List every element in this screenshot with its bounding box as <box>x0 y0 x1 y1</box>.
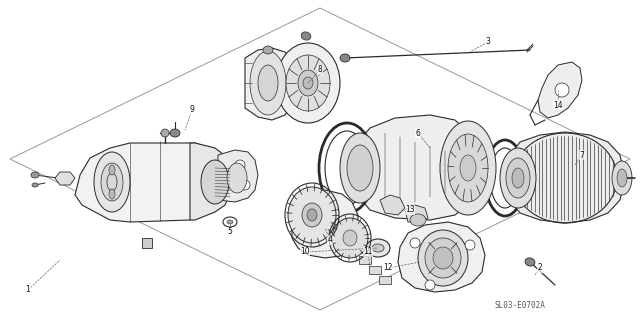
Circle shape <box>410 238 420 248</box>
Ellipse shape <box>32 183 38 187</box>
Ellipse shape <box>448 134 488 202</box>
Polygon shape <box>508 132 625 223</box>
Text: 5: 5 <box>228 227 232 236</box>
Polygon shape <box>75 143 220 222</box>
Circle shape <box>240 180 250 190</box>
Polygon shape <box>398 222 485 292</box>
Text: 8: 8 <box>317 65 323 75</box>
Ellipse shape <box>161 129 169 137</box>
Polygon shape <box>190 143 232 220</box>
Ellipse shape <box>301 32 311 40</box>
Ellipse shape <box>347 145 373 191</box>
Ellipse shape <box>94 152 130 212</box>
Ellipse shape <box>372 244 384 252</box>
Text: 14: 14 <box>553 100 563 109</box>
Ellipse shape <box>109 165 115 175</box>
Ellipse shape <box>410 214 426 226</box>
Polygon shape <box>379 276 391 284</box>
Ellipse shape <box>612 161 632 195</box>
Ellipse shape <box>276 43 340 123</box>
Polygon shape <box>538 62 582 118</box>
Ellipse shape <box>512 168 524 188</box>
Ellipse shape <box>340 133 380 203</box>
Ellipse shape <box>343 230 357 246</box>
Text: 11: 11 <box>364 248 372 256</box>
Ellipse shape <box>258 65 278 101</box>
Ellipse shape <box>170 129 180 137</box>
Ellipse shape <box>286 55 330 111</box>
Text: 7: 7 <box>580 151 584 160</box>
Text: 1: 1 <box>26 286 30 294</box>
Ellipse shape <box>227 220 233 224</box>
Text: 6: 6 <box>415 129 420 137</box>
Circle shape <box>555 83 569 97</box>
Ellipse shape <box>201 160 229 204</box>
Polygon shape <box>369 266 381 274</box>
Ellipse shape <box>307 209 317 221</box>
Polygon shape <box>380 195 405 215</box>
Polygon shape <box>292 190 358 258</box>
Ellipse shape <box>460 155 476 181</box>
Ellipse shape <box>31 172 39 178</box>
Text: 10: 10 <box>300 248 310 256</box>
Ellipse shape <box>302 203 322 227</box>
Text: 3: 3 <box>486 38 490 47</box>
Circle shape <box>235 160 245 170</box>
Ellipse shape <box>506 158 530 198</box>
Circle shape <box>465 240 475 250</box>
Ellipse shape <box>366 239 390 257</box>
Text: SL03-E0702A: SL03-E0702A <box>495 300 545 309</box>
Ellipse shape <box>500 148 536 208</box>
Text: 9: 9 <box>189 106 195 115</box>
Ellipse shape <box>332 218 368 258</box>
Ellipse shape <box>425 238 461 278</box>
Ellipse shape <box>298 70 318 96</box>
Ellipse shape <box>288 187 336 243</box>
Ellipse shape <box>303 77 313 89</box>
Text: 13: 13 <box>405 205 415 214</box>
Text: 4: 4 <box>328 235 332 244</box>
Ellipse shape <box>340 54 350 62</box>
Polygon shape <box>405 205 428 223</box>
Polygon shape <box>359 256 371 264</box>
Polygon shape <box>245 48 292 120</box>
Ellipse shape <box>418 230 468 286</box>
Ellipse shape <box>101 163 123 201</box>
Ellipse shape <box>227 163 247 193</box>
Ellipse shape <box>109 189 115 199</box>
Ellipse shape <box>525 258 535 266</box>
Circle shape <box>425 280 435 290</box>
Polygon shape <box>142 238 152 248</box>
Ellipse shape <box>617 169 627 187</box>
Text: 2: 2 <box>538 263 542 272</box>
Text: 12: 12 <box>383 263 393 272</box>
Polygon shape <box>55 172 75 185</box>
Polygon shape <box>360 115 475 220</box>
Ellipse shape <box>433 247 453 269</box>
Polygon shape <box>218 150 258 202</box>
Ellipse shape <box>263 46 273 54</box>
Ellipse shape <box>250 51 286 115</box>
Ellipse shape <box>440 121 496 215</box>
